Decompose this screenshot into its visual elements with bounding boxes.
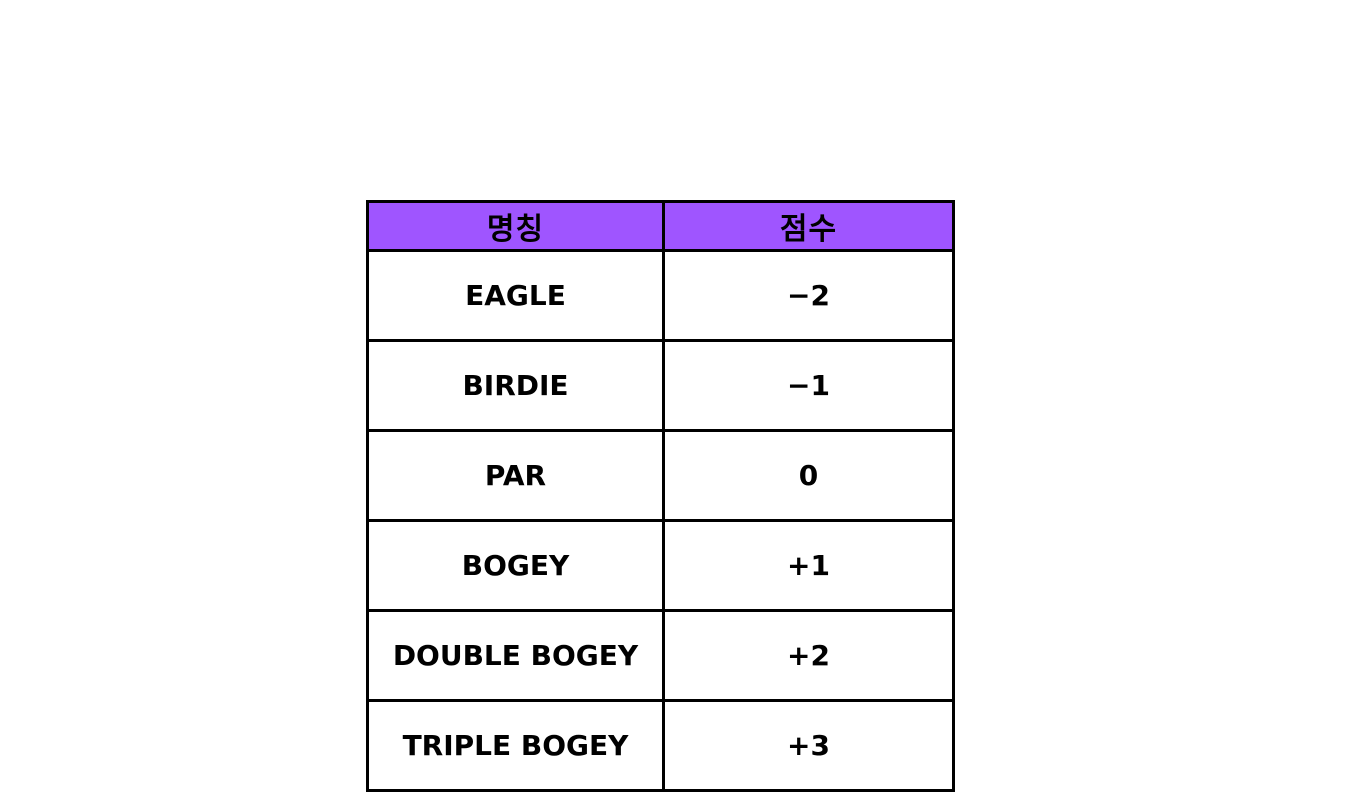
row-score-cell: 0 bbox=[662, 429, 955, 522]
table-row: BOGEY +1 bbox=[366, 519, 955, 612]
header-name: 명칭 bbox=[366, 200, 665, 252]
row-name-cell: PAR bbox=[366, 429, 665, 522]
table-header: 명칭 점수 bbox=[366, 200, 955, 252]
golf-score-table: 명칭 점수 EAGLE −2 BIRDIE −1 PAR 0 BOGEY +1 … bbox=[366, 200, 955, 792]
table-row: DOUBLE BOGEY +2 bbox=[366, 609, 955, 702]
row-score-cell: +1 bbox=[662, 519, 955, 612]
row-score-cell: −1 bbox=[662, 339, 955, 432]
row-score-cell: +3 bbox=[662, 699, 955, 792]
row-name-cell: BIRDIE bbox=[366, 339, 665, 432]
row-name-cell: DOUBLE BOGEY bbox=[366, 609, 665, 702]
table-row: PAR 0 bbox=[366, 429, 955, 522]
header-row: 명칭 점수 bbox=[366, 200, 955, 252]
table-row: EAGLE −2 bbox=[366, 249, 955, 342]
header-score: 점수 bbox=[662, 200, 955, 252]
table-body: EAGLE −2 BIRDIE −1 PAR 0 BOGEY +1 DOUBLE… bbox=[366, 249, 955, 792]
table-row: TRIPLE BOGEY +3 bbox=[366, 699, 955, 792]
row-name-cell: BOGEY bbox=[366, 519, 665, 612]
row-score-cell: −2 bbox=[662, 249, 955, 342]
row-score-cell: +2 bbox=[662, 609, 955, 702]
row-name-cell: TRIPLE BOGEY bbox=[366, 699, 665, 792]
row-name-cell: EAGLE bbox=[366, 249, 665, 342]
table-row: BIRDIE −1 bbox=[366, 339, 955, 432]
